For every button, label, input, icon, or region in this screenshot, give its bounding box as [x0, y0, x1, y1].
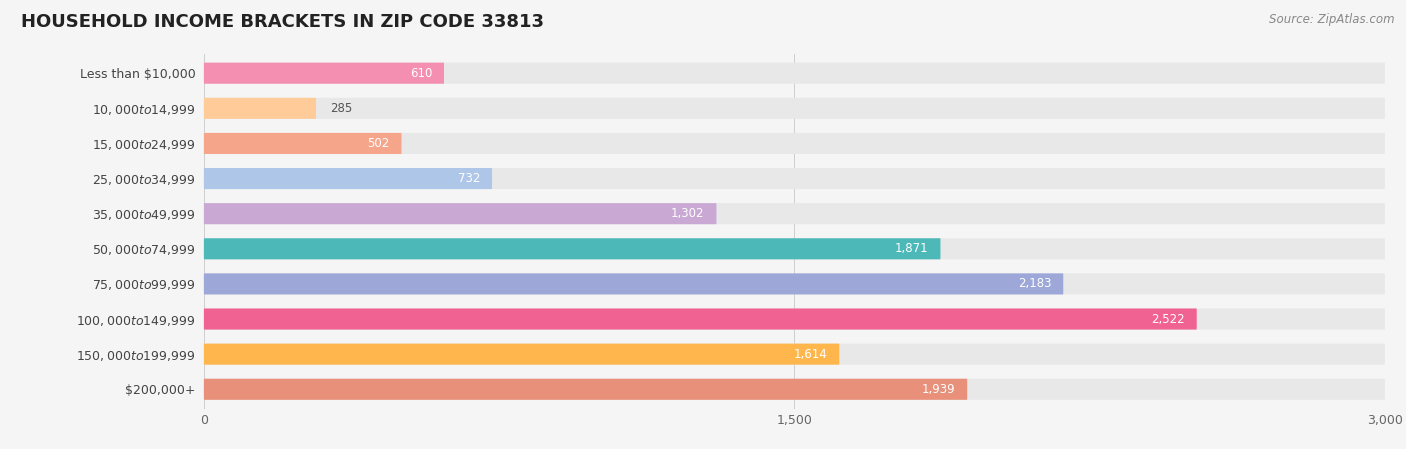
- Text: 1,302: 1,302: [671, 207, 704, 220]
- Text: HOUSEHOLD INCOME BRACKETS IN ZIP CODE 33813: HOUSEHOLD INCOME BRACKETS IN ZIP CODE 33…: [21, 13, 544, 31]
- FancyBboxPatch shape: [204, 98, 316, 119]
- Text: 2,183: 2,183: [1018, 277, 1052, 291]
- FancyBboxPatch shape: [204, 63, 444, 84]
- FancyBboxPatch shape: [204, 273, 1063, 295]
- FancyBboxPatch shape: [204, 343, 1385, 365]
- Text: 1,871: 1,871: [896, 242, 928, 255]
- Text: 1,614: 1,614: [794, 348, 828, 361]
- Text: 502: 502: [367, 137, 389, 150]
- Text: Source: ZipAtlas.com: Source: ZipAtlas.com: [1270, 13, 1395, 26]
- FancyBboxPatch shape: [204, 168, 1385, 189]
- FancyBboxPatch shape: [204, 308, 1385, 330]
- FancyBboxPatch shape: [204, 98, 1385, 119]
- FancyBboxPatch shape: [204, 238, 1385, 260]
- FancyBboxPatch shape: [204, 273, 1385, 295]
- Text: 732: 732: [458, 172, 481, 185]
- FancyBboxPatch shape: [204, 308, 1197, 330]
- Text: 1,939: 1,939: [922, 383, 956, 396]
- FancyBboxPatch shape: [204, 379, 967, 400]
- FancyBboxPatch shape: [204, 168, 492, 189]
- FancyBboxPatch shape: [204, 203, 1385, 224]
- Text: 610: 610: [409, 67, 432, 79]
- FancyBboxPatch shape: [204, 133, 1385, 154]
- FancyBboxPatch shape: [204, 343, 839, 365]
- FancyBboxPatch shape: [204, 63, 1385, 84]
- Text: 285: 285: [330, 102, 352, 115]
- FancyBboxPatch shape: [204, 203, 717, 224]
- FancyBboxPatch shape: [204, 238, 941, 260]
- FancyBboxPatch shape: [204, 133, 402, 154]
- Text: 2,522: 2,522: [1152, 313, 1185, 326]
- FancyBboxPatch shape: [204, 379, 1385, 400]
